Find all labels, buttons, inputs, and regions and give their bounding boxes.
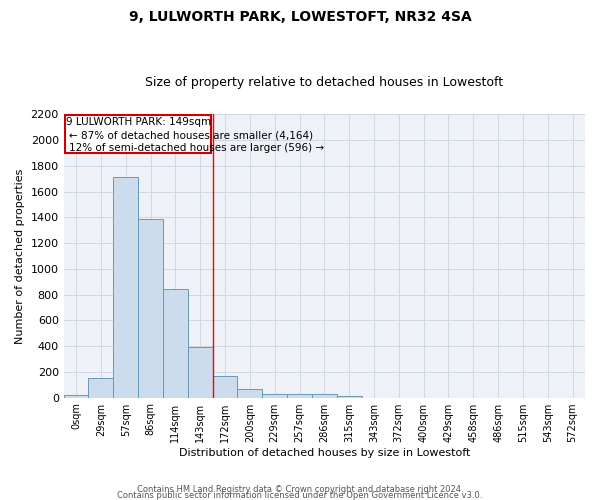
Bar <box>113 178 138 398</box>
Bar <box>88 378 113 398</box>
Y-axis label: Number of detached properties: Number of detached properties <box>15 168 25 344</box>
Bar <box>262 394 287 398</box>
Bar <box>312 394 337 398</box>
Text: 9 LULWORTH PARK: 149sqm: 9 LULWORTH PARK: 149sqm <box>65 118 211 128</box>
Bar <box>64 395 88 398</box>
Text: ← 87% of detached houses are smaller (4,164): ← 87% of detached houses are smaller (4,… <box>68 130 313 140</box>
Text: 9, LULWORTH PARK, LOWESTOFT, NR32 4SA: 9, LULWORTH PARK, LOWESTOFT, NR32 4SA <box>128 10 472 24</box>
Text: 12% of semi-detached houses are larger (596) →: 12% of semi-detached houses are larger (… <box>68 144 324 154</box>
Text: Contains HM Land Registry data © Crown copyright and database right 2024.: Contains HM Land Registry data © Crown c… <box>137 484 463 494</box>
Bar <box>212 376 238 398</box>
Bar <box>238 389 262 398</box>
Title: Size of property relative to detached houses in Lowestoft: Size of property relative to detached ho… <box>145 76 503 90</box>
Bar <box>188 348 212 398</box>
Text: Contains public sector information licensed under the Open Government Licence v3: Contains public sector information licen… <box>118 490 482 500</box>
Bar <box>138 218 163 398</box>
Bar <box>163 290 188 398</box>
X-axis label: Distribution of detached houses by size in Lowestoft: Distribution of detached houses by size … <box>179 448 470 458</box>
Bar <box>65 115 211 153</box>
Bar <box>337 396 362 398</box>
Bar <box>287 394 312 398</box>
